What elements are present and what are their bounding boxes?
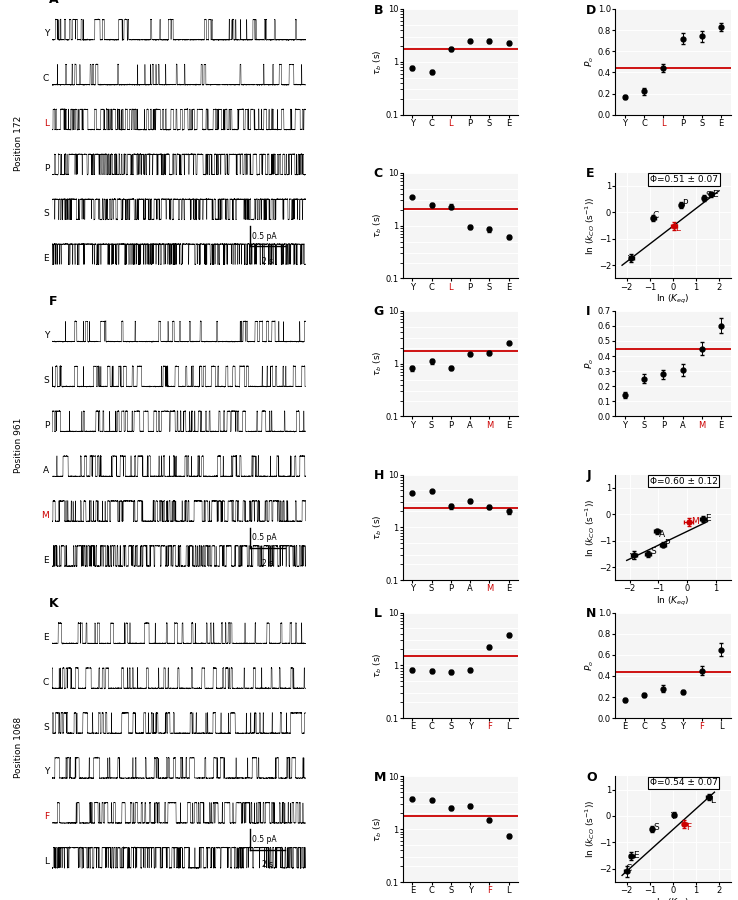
Y-axis label: ln ($k_{CO}$ (s$^{-1}$)): ln ($k_{CO}$ (s$^{-1}$)) <box>584 196 597 255</box>
Text: 2 s: 2 s <box>262 256 273 266</box>
Text: 2 s: 2 s <box>262 860 273 869</box>
Text: E: E <box>44 555 49 564</box>
Text: E: E <box>44 254 49 263</box>
Text: E: E <box>633 851 638 860</box>
Text: I: I <box>586 305 591 319</box>
Text: 0.5 pA: 0.5 pA <box>252 231 277 240</box>
Text: S: S <box>706 192 711 201</box>
Text: L: L <box>675 224 680 233</box>
Text: A: A <box>49 0 59 6</box>
X-axis label: ln ($K_{eq}$): ln ($K_{eq}$) <box>656 896 689 900</box>
Text: P: P <box>44 421 49 430</box>
Text: Y: Y <box>627 256 632 265</box>
Y-axis label: ln ($k_{CO}$ (s$^{-1}$)): ln ($k_{CO}$ (s$^{-1}$)) <box>584 499 597 556</box>
Text: Y: Y <box>670 813 675 822</box>
X-axis label: ln ($K_{eq}$): ln ($K_{eq}$) <box>656 293 689 306</box>
Text: S: S <box>653 823 659 832</box>
Text: Y: Y <box>44 331 49 340</box>
Y-axis label: $P_o$: $P_o$ <box>584 57 596 68</box>
Text: B: B <box>374 4 383 17</box>
Text: S: S <box>44 209 49 218</box>
Text: L: L <box>710 796 715 805</box>
Text: Y: Y <box>44 29 49 38</box>
Text: Position 1068: Position 1068 <box>14 716 23 778</box>
Text: C: C <box>652 211 658 220</box>
Text: 0.5 pA: 0.5 pA <box>252 534 277 543</box>
X-axis label: ln ($K_{eq}$): ln ($K_{eq}$) <box>656 595 689 608</box>
Text: S: S <box>44 723 49 732</box>
Text: P: P <box>664 539 669 548</box>
Text: D: D <box>586 4 596 17</box>
Text: Y: Y <box>44 768 49 777</box>
Text: Position 172: Position 172 <box>14 116 23 171</box>
Text: P: P <box>682 199 688 208</box>
Text: 0.5 pA: 0.5 pA <box>252 835 277 844</box>
Text: C: C <box>43 74 49 83</box>
Y-axis label: $\tau_b$ (s): $\tau_b$ (s) <box>371 515 384 540</box>
Text: N: N <box>586 608 596 620</box>
Text: E: E <box>44 633 49 642</box>
Text: E: E <box>586 167 595 181</box>
Text: H: H <box>374 469 384 482</box>
Text: S: S <box>44 376 49 385</box>
Y-axis label: $\tau_b$ (s): $\tau_b$ (s) <box>371 816 384 842</box>
Text: C: C <box>43 678 49 687</box>
Y-axis label: $P_o$: $P_o$ <box>584 358 596 369</box>
Y-axis label: $\tau_b$ (s): $\tau_b$ (s) <box>371 652 384 678</box>
Y-axis label: $\tau_b$ (s): $\tau_b$ (s) <box>371 50 384 75</box>
Text: L: L <box>44 119 49 128</box>
Text: C: C <box>626 864 632 873</box>
Text: A: A <box>43 465 49 474</box>
Text: E: E <box>713 190 718 199</box>
Text: A: A <box>659 530 665 539</box>
Text: K: K <box>49 597 59 610</box>
Text: L: L <box>44 858 49 867</box>
Y-axis label: $\tau_b$ (s): $\tau_b$ (s) <box>371 351 384 376</box>
Text: Y: Y <box>629 553 634 562</box>
Text: P: P <box>44 164 49 173</box>
Text: M: M <box>41 510 49 519</box>
Text: L: L <box>374 608 382 620</box>
Text: 2 s: 2 s <box>262 559 273 568</box>
Text: Position 961: Position 961 <box>14 418 23 473</box>
Text: C: C <box>374 167 383 181</box>
Text: F: F <box>44 813 49 822</box>
Text: Φ=0.51 ± 0.07: Φ=0.51 ± 0.07 <box>649 175 718 184</box>
Text: F: F <box>49 295 58 308</box>
Text: S: S <box>650 547 656 556</box>
Text: Φ=0.60 ± 0.12: Φ=0.60 ± 0.12 <box>649 477 717 486</box>
Text: Φ=0.54 ± 0.07: Φ=0.54 ± 0.07 <box>649 778 717 788</box>
Text: G: G <box>374 305 384 319</box>
Text: E: E <box>706 515 711 524</box>
Y-axis label: ln ($k_{CO}$ (s$^{-1}$)): ln ($k_{CO}$ (s$^{-1}$)) <box>584 800 597 859</box>
Text: M: M <box>691 518 699 526</box>
Y-axis label: $P_o$: $P_o$ <box>584 660 596 670</box>
Text: O: O <box>586 771 597 784</box>
Y-axis label: $\tau_b$ (s): $\tau_b$ (s) <box>371 213 384 238</box>
Text: J: J <box>586 469 591 482</box>
Text: M: M <box>374 771 386 784</box>
Text: F: F <box>686 823 691 832</box>
